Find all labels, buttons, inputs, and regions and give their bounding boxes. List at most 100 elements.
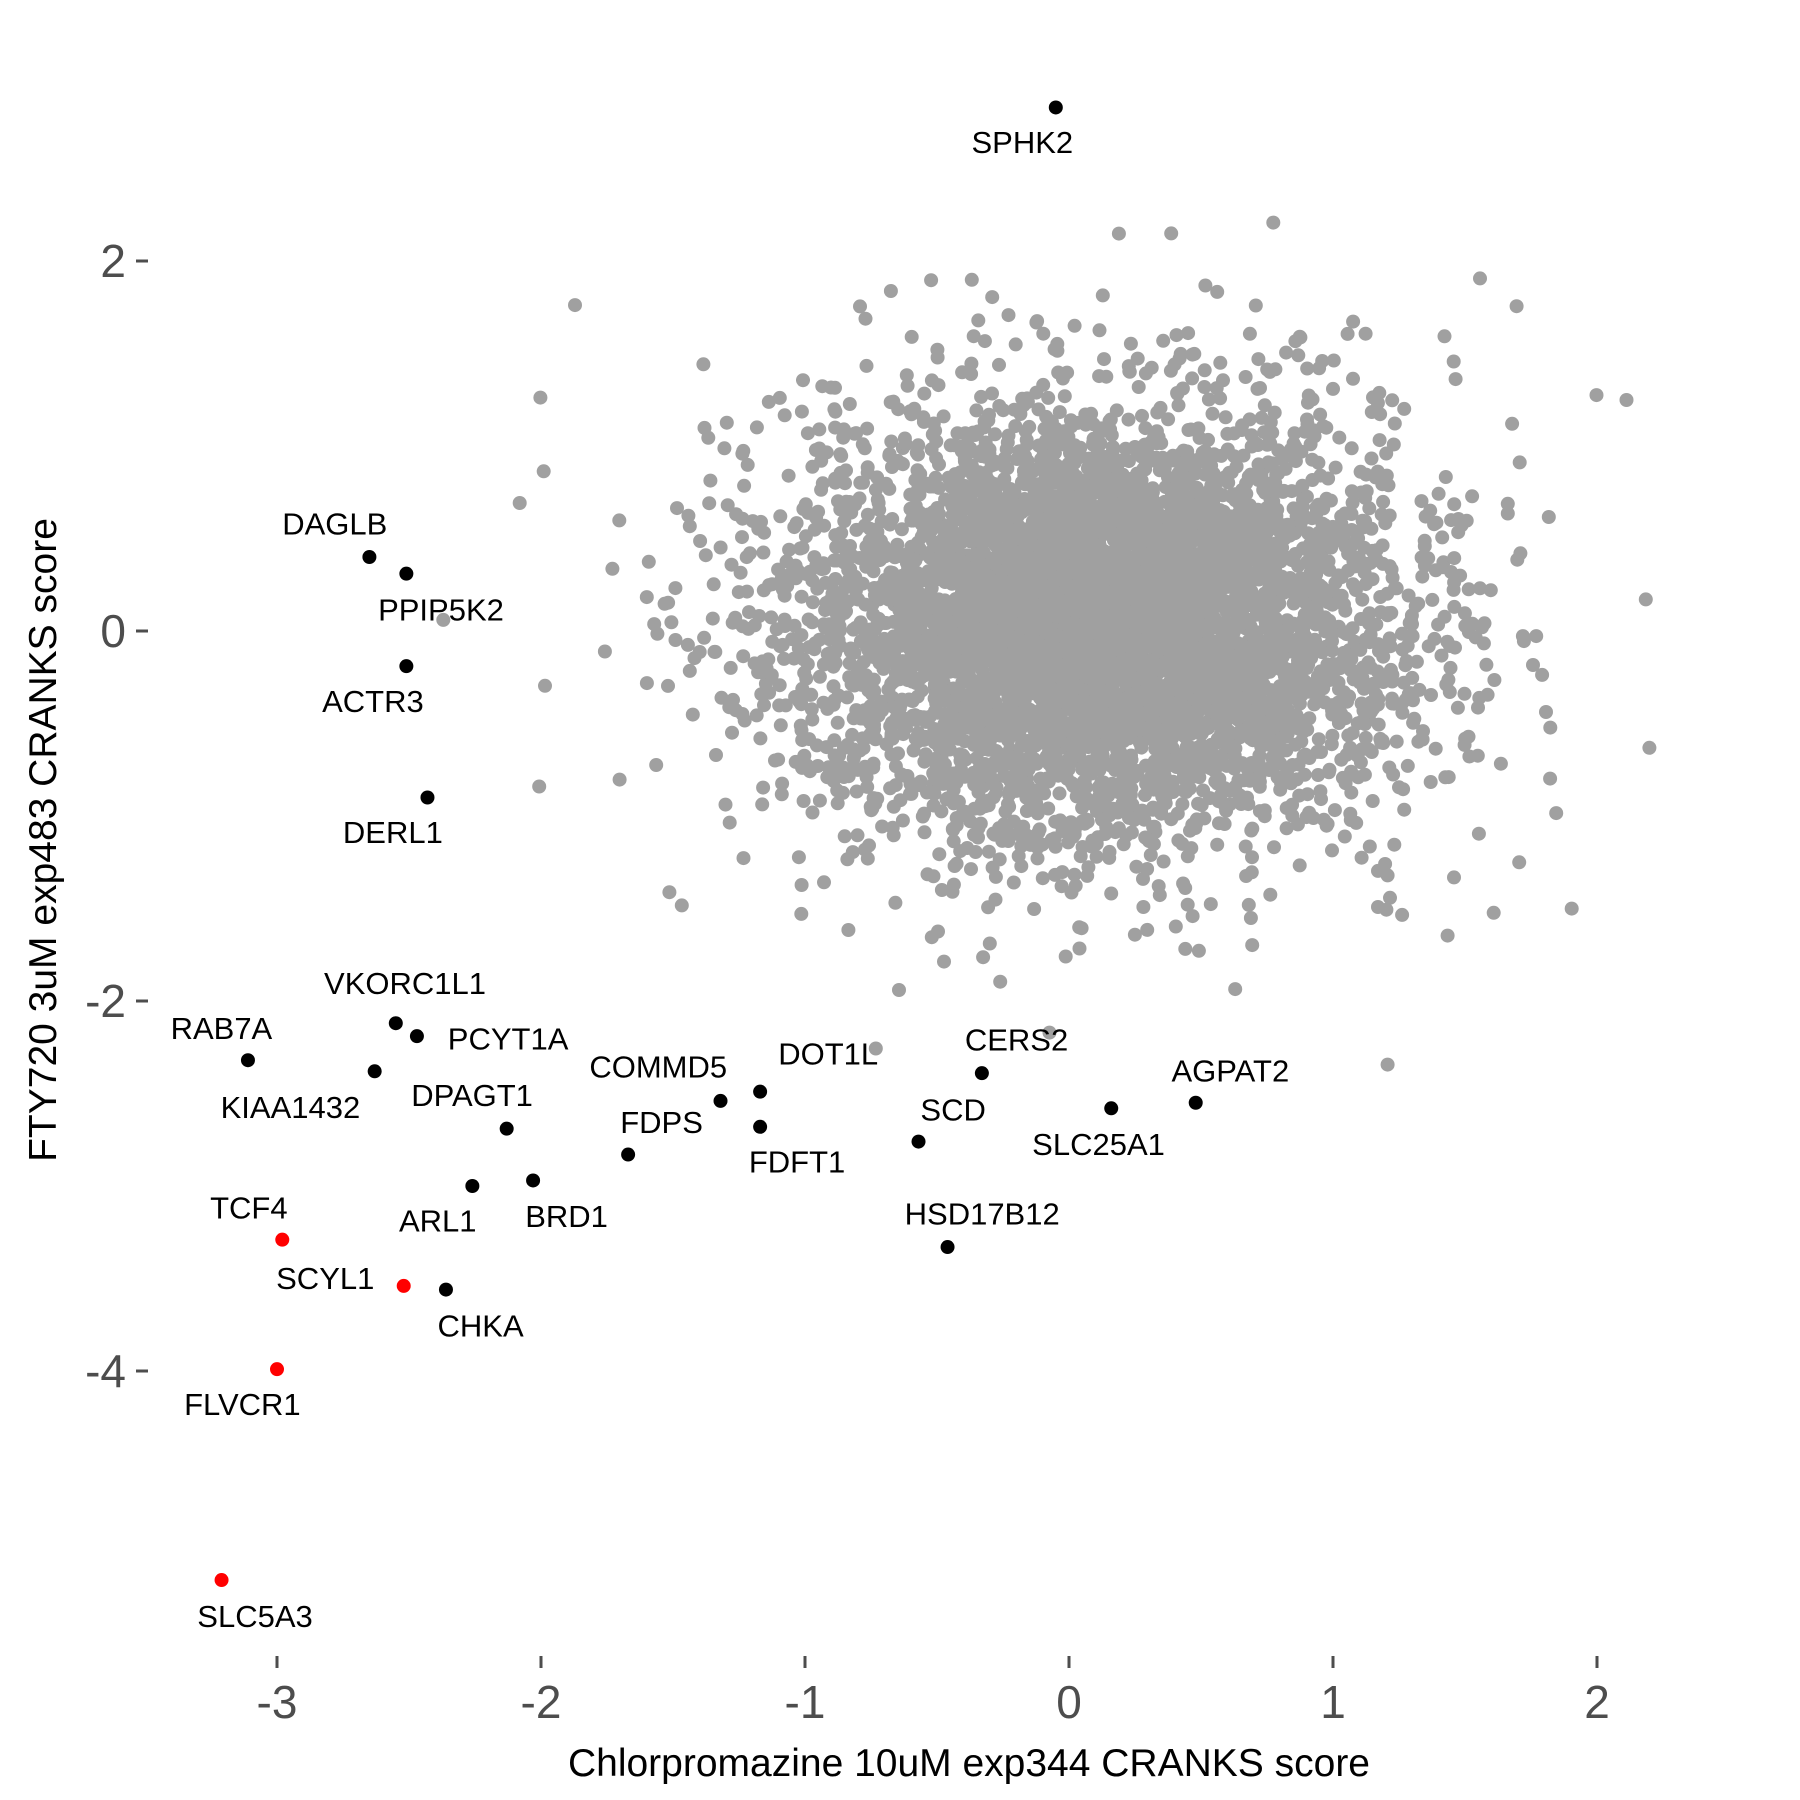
- background-point: [1316, 501, 1331, 516]
- background-point: [826, 659, 841, 674]
- background-point: [724, 557, 739, 572]
- background-point: [1424, 688, 1438, 702]
- background-point: [1371, 717, 1386, 732]
- background-point: [1112, 467, 1127, 482]
- background-point: [1145, 802, 1160, 817]
- background-point: [729, 507, 744, 522]
- background-point: [1035, 498, 1050, 513]
- background-point: [1351, 770, 1366, 785]
- background-point: [1351, 550, 1366, 565]
- background-point: [906, 585, 921, 600]
- background-point: [1471, 826, 1486, 841]
- background-point: [1006, 498, 1021, 512]
- background-point: [1423, 775, 1438, 789]
- background-point: [1493, 756, 1508, 771]
- background-point: [674, 898, 689, 913]
- background-point: [1108, 825, 1123, 840]
- background-point: [1210, 776, 1225, 791]
- background-point: [837, 829, 852, 844]
- background-point: [846, 711, 861, 726]
- background-point: [1213, 391, 1228, 406]
- background-point: [1285, 797, 1300, 812]
- background-point: [1487, 673, 1502, 687]
- background-point: [787, 520, 802, 535]
- background-point: [836, 740, 851, 755]
- background-point: [1425, 592, 1440, 607]
- background-point: [988, 892, 1003, 907]
- background-point: [1385, 393, 1400, 408]
- background-point: [1355, 513, 1370, 528]
- background-point: [887, 645, 902, 660]
- background-point: [749, 708, 764, 723]
- background-point: [1436, 560, 1450, 575]
- background-point: [876, 652, 891, 667]
- background-point: [1010, 749, 1025, 764]
- background-point: [1307, 429, 1322, 444]
- background-point: [1027, 526, 1042, 541]
- background-point: [1292, 858, 1307, 873]
- background-point: [1461, 582, 1476, 597]
- background-point: [1279, 345, 1294, 360]
- background-point: [1156, 854, 1171, 869]
- background-point: [866, 791, 881, 806]
- background-point: [1283, 682, 1298, 697]
- background-point: [717, 441, 732, 456]
- background-point: [915, 809, 930, 824]
- background-point: [830, 715, 845, 730]
- background-point: [946, 681, 961, 696]
- background-point: [1072, 941, 1087, 956]
- background-point: [1396, 782, 1411, 797]
- background-point: [781, 468, 796, 483]
- background-point: [1371, 863, 1385, 878]
- background-point: [670, 501, 684, 516]
- background-point: [989, 495, 1004, 510]
- background-point: [986, 826, 1001, 841]
- background-point: [1008, 337, 1023, 352]
- background-point: [718, 797, 733, 812]
- background-point: [737, 713, 752, 728]
- background-point: [1332, 430, 1347, 445]
- background-point: [1191, 796, 1206, 811]
- background-point: [1163, 363, 1178, 378]
- background-point: [807, 550, 822, 565]
- background-point: [1242, 326, 1257, 341]
- background-point: [703, 473, 718, 488]
- background-point: [1183, 740, 1198, 755]
- background-point: [1218, 410, 1233, 425]
- background-point: [951, 794, 966, 809]
- background-point: [917, 386, 932, 401]
- background-point: [1198, 578, 1213, 593]
- background-point: [1428, 741, 1443, 756]
- background-point: [1190, 484, 1205, 499]
- background-point: [1296, 492, 1311, 507]
- background-point: [1067, 318, 1082, 333]
- background-point: [1023, 756, 1038, 771]
- background-point: [1168, 919, 1183, 934]
- background-point: [859, 770, 874, 785]
- background-point: [1238, 370, 1253, 384]
- background-point: [680, 637, 695, 652]
- background-point: [1300, 361, 1315, 376]
- background-point: [942, 768, 957, 783]
- background-point: [1372, 644, 1386, 658]
- background-point: [1055, 371, 1070, 386]
- background-point: [1052, 405, 1067, 420]
- background-point: [761, 394, 776, 409]
- background-point: [1220, 426, 1235, 441]
- background-point: [1473, 581, 1487, 596]
- background-point: [1266, 215, 1281, 230]
- background-point: [794, 906, 809, 921]
- background-point: [777, 408, 792, 423]
- background-point: [1201, 392, 1216, 407]
- background-point: [1130, 446, 1145, 461]
- background-point: [1203, 791, 1217, 806]
- background-point: [1354, 485, 1369, 500]
- background-point: [1417, 533, 1432, 548]
- background-point: [725, 725, 739, 740]
- background-point: [1295, 478, 1310, 493]
- background-point: [830, 796, 845, 811]
- background-point: [1380, 1057, 1395, 1072]
- background-point: [1421, 551, 1436, 566]
- background-point: [720, 498, 735, 513]
- background-point: [804, 702, 819, 717]
